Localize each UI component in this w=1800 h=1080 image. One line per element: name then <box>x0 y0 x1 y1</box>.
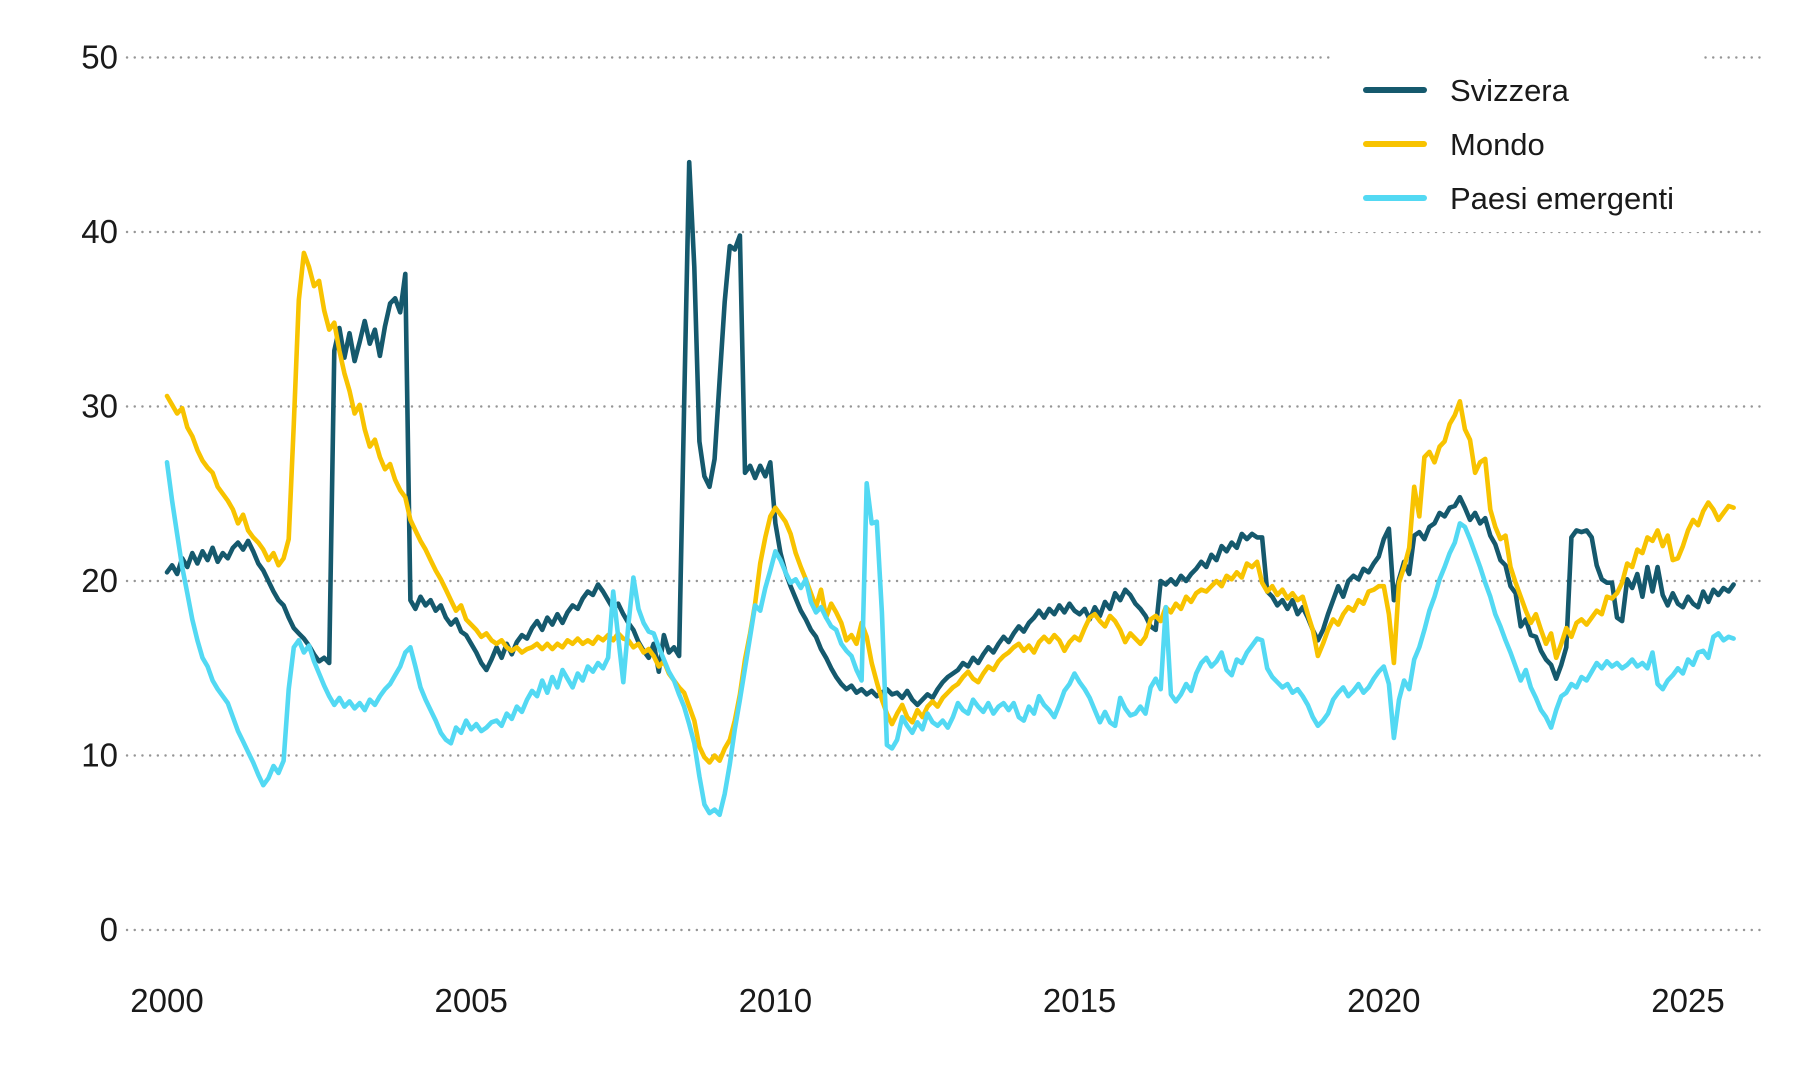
legend-label-mondo: Mondo <box>1450 126 1545 162</box>
legend-label-paesi-emergenti: Paesi emergenti <box>1450 180 1675 216</box>
y-tick-label: 0 <box>100 911 118 948</box>
series-line-paesi-emergenti <box>164 459 1736 818</box>
x-tick-label: 2000 <box>130 982 203 1019</box>
y-axis-labels: 0 10 20 30 40 50 <box>81 39 118 949</box>
x-tick-label: 2020 <box>1347 982 1420 1019</box>
series-line-svizzera <box>164 159 1736 708</box>
x-tick-label: 2015 <box>1043 982 1116 1019</box>
y-tick-label: 40 <box>81 213 118 250</box>
y-tick-label: 10 <box>81 737 118 774</box>
legend: Svizzera Mondo Paesi emergenti <box>1330 56 1705 232</box>
x-tick-label: 2010 <box>739 982 812 1019</box>
x-tick-label: 2005 <box>434 982 507 1019</box>
legend-item-svizzera: Svizzera <box>1363 70 1674 110</box>
legend-label-svizzera: Svizzera <box>1450 72 1569 108</box>
legend-swatch-paesi-emergenti <box>1363 195 1427 201</box>
legend-item-mondo: Mondo <box>1363 124 1674 164</box>
y-tick-label: 30 <box>81 388 118 425</box>
legend-item-paesi-emergenti: Paesi emergenti <box>1363 178 1674 218</box>
y-tick-label: 20 <box>81 562 118 599</box>
legend-swatch-mondo <box>1363 141 1427 147</box>
y-tick-label: 50 <box>81 39 118 76</box>
x-tick-label: 2025 <box>1651 982 1724 1019</box>
series-line-mondo <box>164 250 1736 765</box>
series-lines <box>164 159 1736 818</box>
x-axis-labels: 2000 2005 2010 2015 2020 2025 <box>130 982 1724 1019</box>
legend-swatch-svizzera <box>1363 87 1427 93</box>
